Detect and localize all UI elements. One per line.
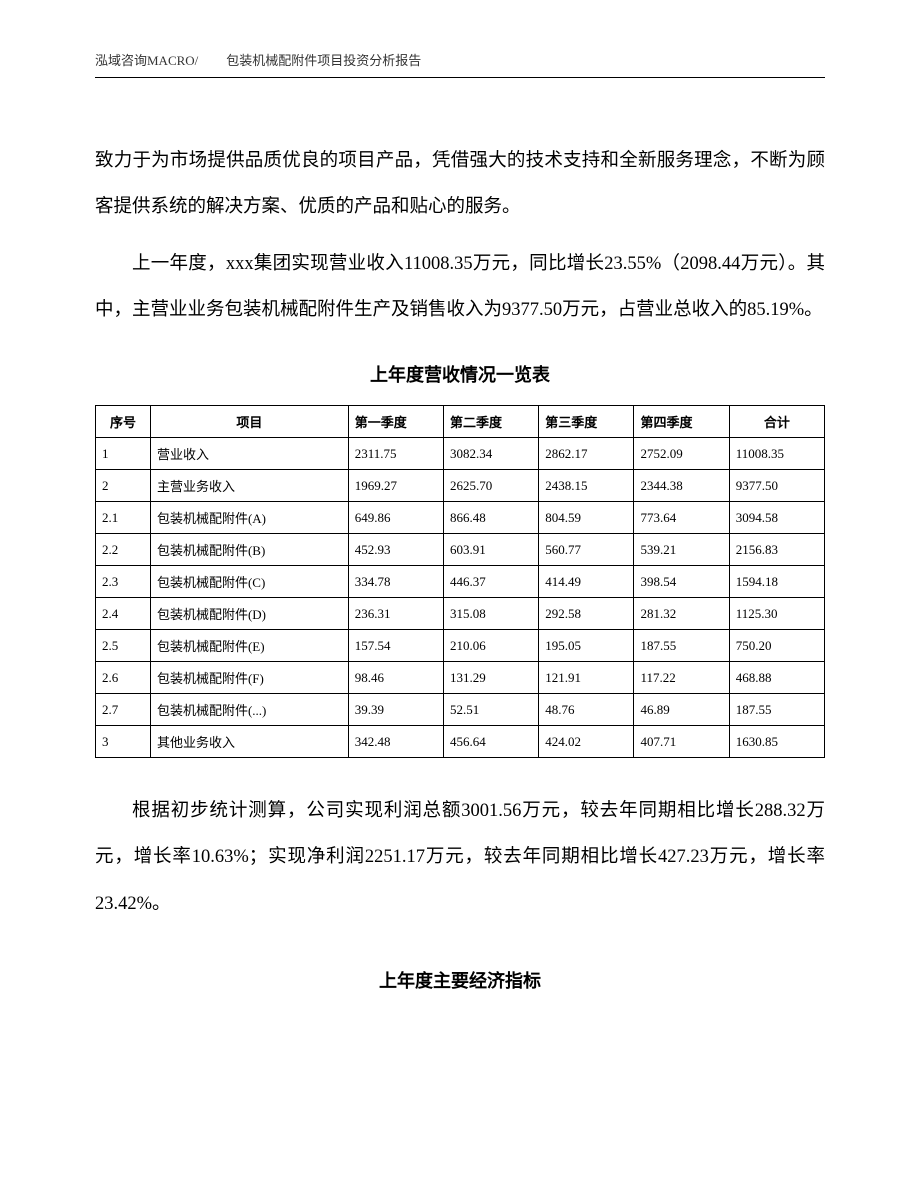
table-cell: 包装机械配附件(...) — [150, 694, 348, 726]
table-cell: 2438.15 — [539, 470, 634, 502]
table-cell: 342.48 — [348, 726, 443, 758]
table-cell: 11008.35 — [729, 438, 824, 470]
table-row: 2.4包装机械配附件(D)236.31315.08292.58281.32112… — [96, 598, 825, 630]
table-cell: 1630.85 — [729, 726, 824, 758]
table-cell: 334.78 — [348, 566, 443, 598]
table-cell: 117.22 — [634, 662, 729, 694]
table-cell: 121.91 — [539, 662, 634, 694]
table-cell: 包装机械配附件(B) — [150, 534, 348, 566]
table-cell: 131.29 — [443, 662, 538, 694]
table-cell: 1 — [96, 438, 151, 470]
table-row: 2.1包装机械配附件(A)649.86866.48804.59773.64309… — [96, 502, 825, 534]
table-cell: 2.5 — [96, 630, 151, 662]
table-cell: 2.7 — [96, 694, 151, 726]
table-cell: 2311.75 — [348, 438, 443, 470]
table-cell: 407.71 — [634, 726, 729, 758]
table-cell: 3094.58 — [729, 502, 824, 534]
paragraph-1: 致力于为市场提供品质优良的项目产品，凭借强大的技术支持和全新服务理念，不断为顾客… — [95, 138, 825, 231]
table-cell: 2752.09 — [634, 438, 729, 470]
table-cell: 236.31 — [348, 598, 443, 630]
table-row: 2.3包装机械配附件(C)334.78446.37414.49398.54159… — [96, 566, 825, 598]
table-cell: 468.88 — [729, 662, 824, 694]
table-cell: 446.37 — [443, 566, 538, 598]
col-header-q1: 第一季度 — [348, 406, 443, 438]
paragraph-3: 根据初步统计测算，公司实现利润总额3001.56万元，较去年同期相比增长288.… — [95, 788, 825, 927]
col-header-q2: 第二季度 — [443, 406, 538, 438]
table-cell: 773.64 — [634, 502, 729, 534]
table-cell: 281.32 — [634, 598, 729, 630]
col-header-item: 项目 — [150, 406, 348, 438]
table-cell: 3082.34 — [443, 438, 538, 470]
revenue-table: 序号 项目 第一季度 第二季度 第三季度 第四季度 合计 1营业收入2311.7… — [95, 405, 825, 758]
table-cell: 560.77 — [539, 534, 634, 566]
section-2-title: 上年度主要经济指标 — [95, 967, 825, 993]
table-cell: 804.59 — [539, 502, 634, 534]
table-cell: 2.2 — [96, 534, 151, 566]
table-cell: 2.3 — [96, 566, 151, 598]
table-cell: 2.1 — [96, 502, 151, 534]
table-row: 2.2包装机械配附件(B)452.93603.91560.77539.21215… — [96, 534, 825, 566]
table-cell: 48.76 — [539, 694, 634, 726]
table-cell: 包装机械配附件(A) — [150, 502, 348, 534]
table-cell: 3 — [96, 726, 151, 758]
table-cell: 398.54 — [634, 566, 729, 598]
table-cell: 主营业务收入 — [150, 470, 348, 502]
table-cell: 包装机械配附件(F) — [150, 662, 348, 694]
table-cell: 210.06 — [443, 630, 538, 662]
table-cell: 539.21 — [634, 534, 729, 566]
table-cell: 46.89 — [634, 694, 729, 726]
table-cell: 1969.27 — [348, 470, 443, 502]
table-cell: 2862.17 — [539, 438, 634, 470]
table-cell: 1125.30 — [729, 598, 824, 630]
table-row: 2.7包装机械配附件(...)39.3952.5148.7646.89187.5… — [96, 694, 825, 726]
table-cell: 2156.83 — [729, 534, 824, 566]
table-cell: 营业收入 — [150, 438, 348, 470]
header-doc-title: 包装机械配附件项目投资分析报告 — [226, 50, 421, 69]
table-cell: 9377.50 — [729, 470, 824, 502]
table-cell: 187.55 — [729, 694, 824, 726]
table-cell: 2625.70 — [443, 470, 538, 502]
table-cell: 包装机械配附件(D) — [150, 598, 348, 630]
col-header-total: 合计 — [729, 406, 824, 438]
table-cell: 456.64 — [443, 726, 538, 758]
table-cell: 1594.18 — [729, 566, 824, 598]
table-body: 1营业收入2311.753082.342862.172752.0911008.3… — [96, 438, 825, 758]
table-cell: 52.51 — [443, 694, 538, 726]
table-1-title: 上年度营收情况一览表 — [95, 361, 825, 387]
table-cell: 包装机械配附件(C) — [150, 566, 348, 598]
table-cell: 2.6 — [96, 662, 151, 694]
table-cell: 187.55 — [634, 630, 729, 662]
table-header-row: 序号 项目 第一季度 第二季度 第三季度 第四季度 合计 — [96, 406, 825, 438]
table-row: 3其他业务收入342.48456.64424.02407.711630.85 — [96, 726, 825, 758]
table-cell: 39.39 — [348, 694, 443, 726]
table-cell: 424.02 — [539, 726, 634, 758]
table-row: 2.5包装机械配附件(E)157.54210.06195.05187.55750… — [96, 630, 825, 662]
table-row: 2.6包装机械配附件(F)98.46131.29121.91117.22468.… — [96, 662, 825, 694]
table-cell: 157.54 — [348, 630, 443, 662]
col-header-seq: 序号 — [96, 406, 151, 438]
table-cell: 2.4 — [96, 598, 151, 630]
table-cell: 414.49 — [539, 566, 634, 598]
table-cell: 98.46 — [348, 662, 443, 694]
table-cell: 750.20 — [729, 630, 824, 662]
header-divider — [95, 77, 825, 78]
table-cell: 包装机械配附件(E) — [150, 630, 348, 662]
table-cell: 866.48 — [443, 502, 538, 534]
paragraph-2: 上一年度，xxx集团实现营业收入11008.35万元，同比增长23.55%（20… — [95, 241, 825, 334]
table-row: 2主营业务收入1969.272625.702438.152344.389377.… — [96, 470, 825, 502]
table-cell: 2344.38 — [634, 470, 729, 502]
table-cell: 2 — [96, 470, 151, 502]
table-cell: 315.08 — [443, 598, 538, 630]
table-cell: 292.58 — [539, 598, 634, 630]
col-header-q3: 第三季度 — [539, 406, 634, 438]
page-header: 泓域咨询MACRO/ 包装机械配附件项目投资分析报告 — [95, 50, 825, 69]
table-cell: 195.05 — [539, 630, 634, 662]
table-cell: 649.86 — [348, 502, 443, 534]
table-cell: 452.93 — [348, 534, 443, 566]
table-row: 1营业收入2311.753082.342862.172752.0911008.3… — [96, 438, 825, 470]
table-cell: 603.91 — [443, 534, 538, 566]
header-company: 泓域咨询MACRO/ — [95, 50, 198, 69]
table-cell: 其他业务收入 — [150, 726, 348, 758]
col-header-q4: 第四季度 — [634, 406, 729, 438]
